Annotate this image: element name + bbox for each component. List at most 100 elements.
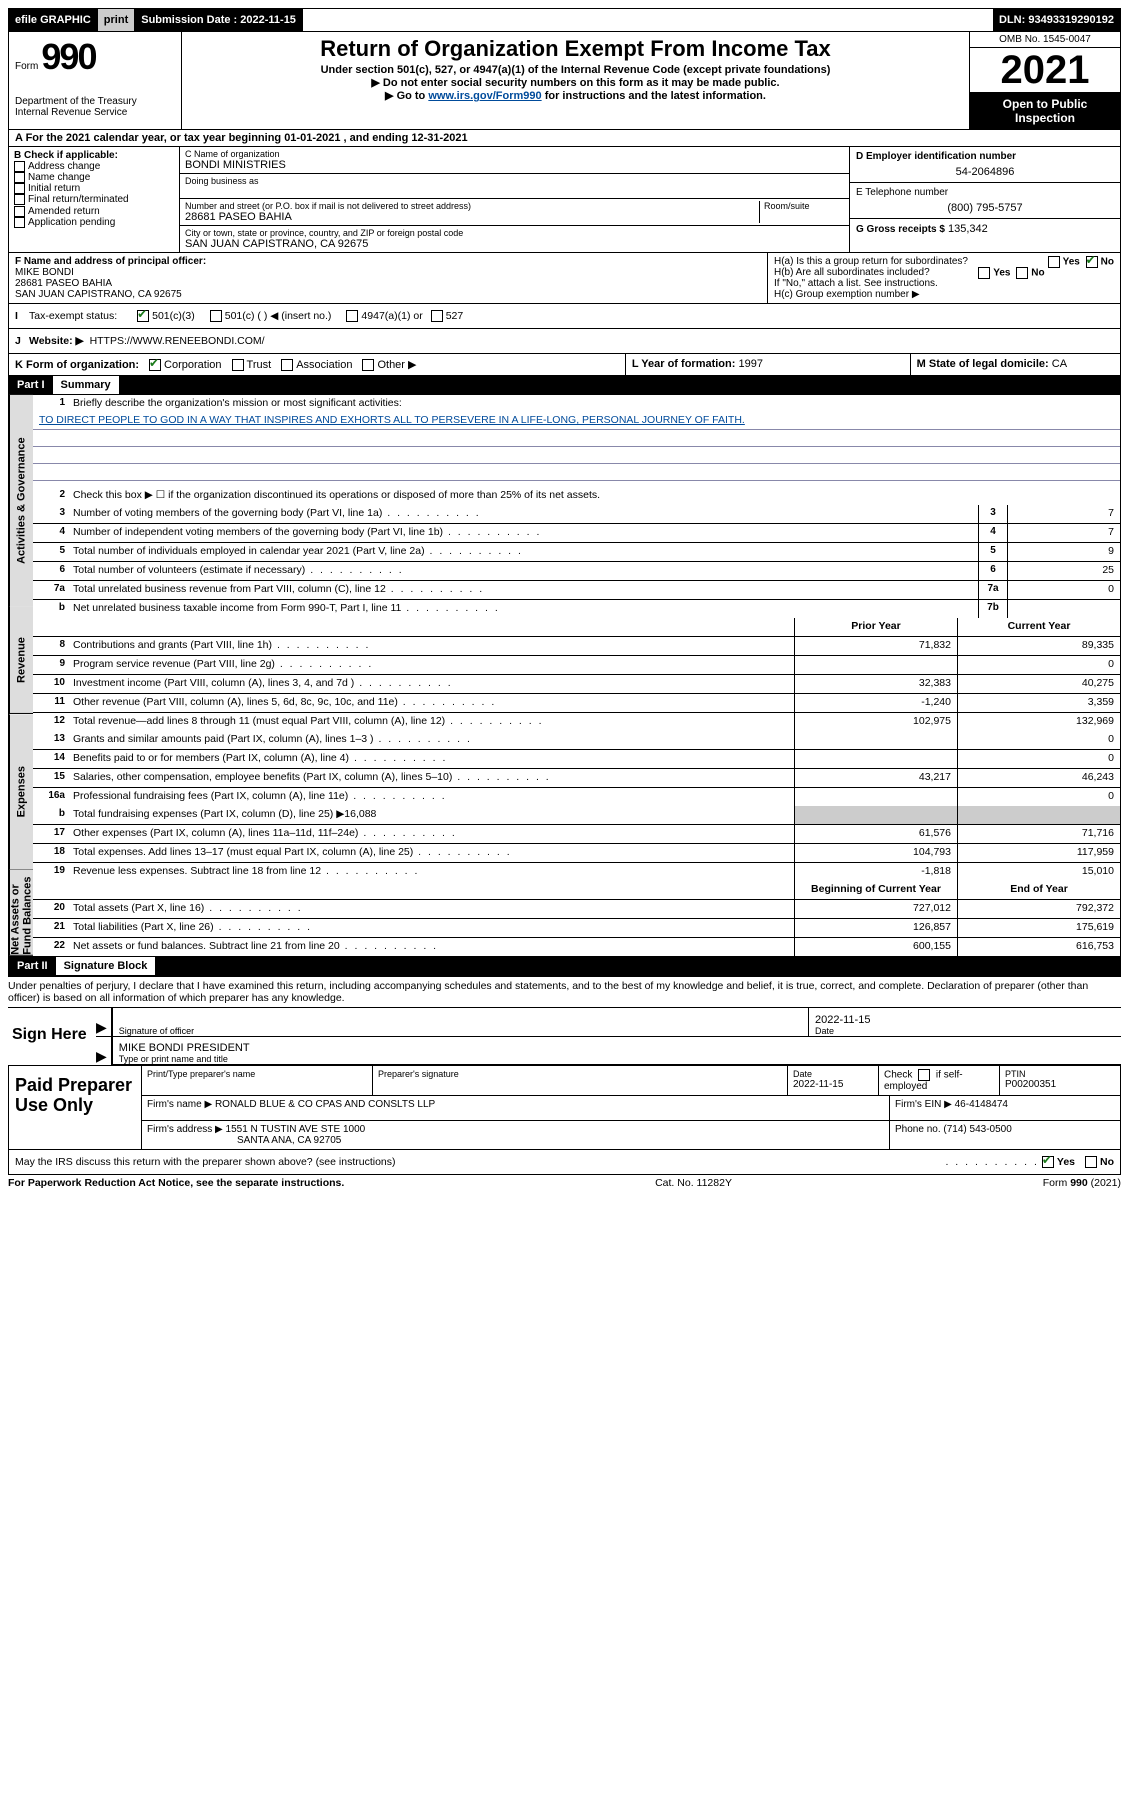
sum-row-7a: 7a Total unrelated business revenue from… bbox=[33, 581, 1120, 600]
opt-address-change[interactable]: Address change bbox=[14, 161, 174, 172]
mission-blank3 bbox=[33, 464, 1120, 481]
part-ii-header: Part II Signature Block bbox=[8, 957, 1121, 976]
sign-right: ▶ Signature of officer 2022-11-15 Date ▶… bbox=[96, 1008, 1121, 1065]
vtab-revenue: Revenue bbox=[9, 607, 33, 714]
paid-preparer-label: Paid Preparer Use Only bbox=[9, 1066, 142, 1149]
phone-value: (800) 795-5757 bbox=[856, 198, 1114, 214]
org-name: BONDI MINISTRIES bbox=[185, 159, 844, 171]
summary-wrap: Activities & Governance Revenue Expenses… bbox=[8, 395, 1121, 957]
opt-amended-return[interactable]: Amended return bbox=[14, 206, 174, 217]
ein-value: 54-2064896 bbox=[856, 162, 1114, 178]
section-deg: D Employer identification number 54-2064… bbox=[849, 147, 1120, 252]
ha-yes[interactable] bbox=[1048, 256, 1060, 268]
opt-trust[interactable] bbox=[232, 359, 244, 371]
sign-block: Sign Here ▶ Signature of officer 2022-11… bbox=[8, 1007, 1121, 1065]
sum-row-15: 15 Salaries, other compensation, employe… bbox=[33, 769, 1120, 788]
governance-block: 1 Briefly describe the organization's mi… bbox=[33, 395, 1120, 618]
mission-blank2 bbox=[33, 447, 1120, 464]
ha-no[interactable] bbox=[1086, 256, 1098, 268]
tax-year: 2021 bbox=[970, 48, 1120, 92]
self-employed-check[interactable] bbox=[918, 1069, 930, 1081]
efile-tag: efile GRAPHIC bbox=[9, 9, 98, 31]
dba-label: Doing business as bbox=[185, 176, 844, 186]
submission-date: Submission Date : 2022-11-15 bbox=[135, 9, 303, 31]
website-value[interactable]: HTTPS://WWW.RENEEBONDI.COM/ bbox=[90, 335, 265, 347]
block-bcdeg: B Check if applicable: Address change Na… bbox=[8, 147, 1121, 253]
opt-name-change[interactable]: Name change bbox=[14, 172, 174, 183]
part-i-title: Summary bbox=[53, 376, 119, 394]
sum-row-13: 13 Grants and similar amounts paid (Part… bbox=[33, 731, 1120, 750]
hdr-prior: Prior Year bbox=[794, 618, 957, 636]
firm-addr1: 1551 N TUSTIN AVE STE 1000 bbox=[226, 1124, 366, 1135]
org-name-label: C Name of organization bbox=[185, 149, 844, 159]
opt-501c[interactable] bbox=[210, 310, 222, 322]
firm-name: RONALD BLUE & CO CPAS AND CONSLTS LLP bbox=[215, 1099, 435, 1110]
h-b-note: If "No," attach a list. See instructions… bbox=[774, 278, 1114, 289]
netassets-block: Beginning of Current Year End of Year 20… bbox=[33, 881, 1120, 956]
sum-row-9: 9 Program service revenue (Part VIII, li… bbox=[33, 656, 1120, 675]
sum-row-16a: 16a Professional fundraising fees (Part … bbox=[33, 788, 1120, 806]
preparer-date: 2022-11-15 bbox=[793, 1079, 873, 1090]
header-right: OMB No. 1545-0047 2021 Open to Public In… bbox=[969, 32, 1120, 129]
ptin-value: P00200351 bbox=[1005, 1079, 1115, 1090]
line16b-curr bbox=[957, 806, 1120, 824]
arrow-icon-2: ▶ bbox=[96, 1048, 111, 1065]
hb-yes[interactable] bbox=[978, 267, 990, 279]
sum-row-10: 10 Investment income (Part VIII, column … bbox=[33, 675, 1120, 694]
firm-addr-lbl: Firm's address ▶ bbox=[147, 1124, 223, 1135]
opt-application-pending[interactable]: Application pending bbox=[14, 217, 174, 228]
sum-row-20: 20 Total assets (Part X, line 16) 727,01… bbox=[33, 900, 1120, 919]
opt-corporation[interactable] bbox=[149, 359, 161, 371]
sum-row-8: 8 Contributions and grants (Part VIII, l… bbox=[33, 637, 1120, 656]
sub3-post: for instructions and the latest informat… bbox=[545, 90, 766, 102]
h-c: H(c) Group exemption number ▶ bbox=[774, 289, 1114, 300]
sum-row-11: 11 Other revenue (Part VIII, column (A),… bbox=[33, 694, 1120, 713]
sum-row-b: b Net unrelated business taxable income … bbox=[33, 600, 1120, 618]
line-i: I Tax-exempt status: 501(c)(3) 501(c) ( … bbox=[8, 304, 1121, 329]
opt-4947[interactable] bbox=[346, 310, 358, 322]
opt-other[interactable] bbox=[362, 359, 374, 371]
footer: For Paperwork Reduction Act Notice, see … bbox=[8, 1175, 1121, 1191]
part-i-header: Part I Summary bbox=[8, 376, 1121, 395]
gross-receipts-value: 135,342 bbox=[948, 223, 988, 235]
discuss-label: May the IRS discuss this return with the… bbox=[15, 1156, 396, 1168]
gross-receipts-label: G Gross receipts $ bbox=[856, 224, 945, 235]
preparer-sig-lbl: Preparer's signature bbox=[378, 1069, 782, 1079]
discuss-no[interactable] bbox=[1085, 1156, 1097, 1168]
part-i-tag: Part I bbox=[9, 379, 53, 391]
part-ii-tag: Part II bbox=[9, 960, 56, 972]
print-button[interactable]: print bbox=[98, 9, 135, 31]
phone-label: E Telephone number bbox=[856, 187, 1114, 198]
line-klm: K Form of organization: Corporation Trus… bbox=[8, 354, 1121, 376]
preparer-date-lbl: Date bbox=[793, 1069, 873, 1079]
sum-row-5: 5 Total number of individuals employed i… bbox=[33, 543, 1120, 562]
preparer-name-lbl: Print/Type preparer's name bbox=[147, 1069, 367, 1079]
firm-ein-lbl: Firm's EIN ▶ bbox=[895, 1099, 952, 1110]
opt-initial-return[interactable]: Initial return bbox=[14, 183, 174, 194]
part-ii-title: Signature Block bbox=[56, 957, 156, 975]
sub3-pre: ▶ Go to bbox=[385, 90, 428, 102]
discuss-yes[interactable] bbox=[1042, 1156, 1054, 1168]
opt-final-return[interactable]: Final return/terminated bbox=[14, 194, 174, 205]
opt-527[interactable] bbox=[431, 310, 443, 322]
officer-signature[interactable]: Signature of officer bbox=[111, 1008, 808, 1036]
omb-number: OMB No. 1545-0047 bbox=[970, 32, 1120, 48]
subtitle-1: Under section 501(c), 527, or 4947(a)(1)… bbox=[188, 64, 963, 76]
sum-row-21: 21 Total liabilities (Part X, line 26) 1… bbox=[33, 919, 1120, 938]
opt-501c3[interactable] bbox=[137, 310, 149, 322]
section-f: F Name and address of principal officer:… bbox=[9, 253, 767, 303]
street-label: Number and street (or P.O. box if mail i… bbox=[185, 201, 755, 211]
firm-addr2: SANTA ANA, CA 92705 bbox=[147, 1135, 884, 1146]
hb-no[interactable] bbox=[1016, 267, 1028, 279]
website-label: Website: ▶ bbox=[29, 335, 84, 347]
opt-association[interactable] bbox=[281, 359, 293, 371]
firm-name-lbl: Firm's name ▶ bbox=[147, 1099, 212, 1110]
sum-row-14: 14 Benefits paid to or for members (Part… bbox=[33, 750, 1120, 769]
room-label: Room/suite bbox=[764, 201, 844, 211]
line-discuss: May the IRS discuss this return with the… bbox=[8, 1150, 1121, 1175]
instructions-link[interactable]: www.irs.gov/Form990 bbox=[428, 90, 541, 102]
sum-row-3: 3 Number of voting members of the govern… bbox=[33, 505, 1120, 524]
footer-right: Form Form 990 (2021)990 (2021) bbox=[1043, 1177, 1121, 1189]
officer-label: F Name and address of principal officer: bbox=[15, 256, 761, 267]
paid-preparer-block: Paid Preparer Use Only Print/Type prepar… bbox=[8, 1065, 1121, 1150]
